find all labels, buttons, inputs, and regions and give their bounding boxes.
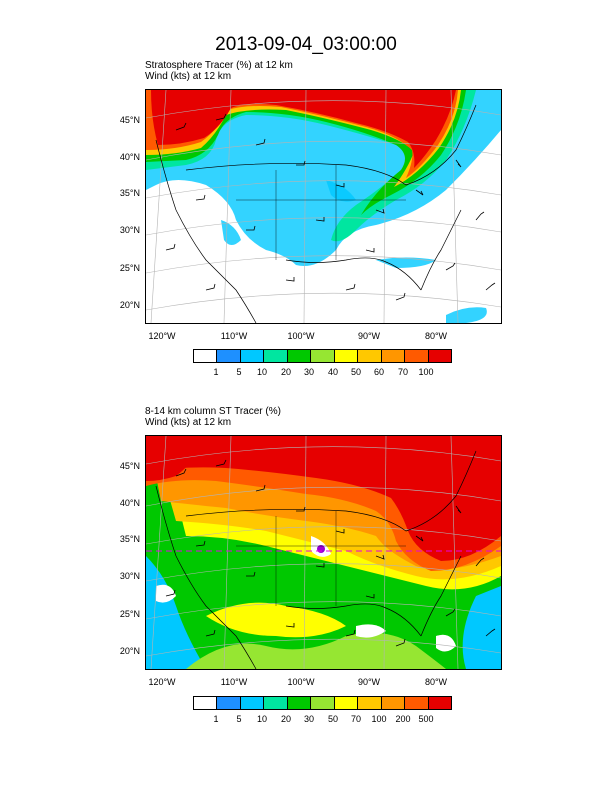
colorbar-label: 50 (327, 714, 338, 724)
lat-label: 30°N (119, 225, 140, 235)
colorbar-swatch (334, 697, 359, 709)
colorbar-label: 500 (418, 714, 434, 724)
colorbar-swatch (287, 697, 312, 709)
lon-label: 90°W (357, 331, 381, 341)
colorbar-label: 50 (350, 367, 361, 377)
colorbar-stratosphere-tracer (193, 349, 452, 363)
colorbar-swatch (405, 697, 429, 709)
lat-label: 40°N (119, 498, 140, 508)
colorbar-label: 5 (236, 714, 242, 724)
lat-label: 40°N (119, 152, 140, 162)
colorbar-swatch (405, 350, 429, 362)
colorbar-swatch (358, 350, 382, 362)
lat-label: 25°N (119, 609, 140, 619)
colorbar-swatch (217, 350, 241, 362)
colorbar-swatch (311, 697, 335, 709)
colorbar-swatch (358, 697, 382, 709)
colorbar-swatch (381, 697, 406, 709)
colorbar-swatch (194, 697, 218, 709)
lon-label: 100°W (287, 677, 315, 687)
colorbar-label: 30 (303, 367, 314, 377)
colorbar-swatch (428, 697, 451, 709)
panel1-subtitle: Wind (kts) at 12 km (145, 71, 232, 82)
panel2-title: 8-14 km column ST Tracer (%) (145, 406, 281, 417)
lon-label: 100°W (287, 331, 315, 341)
colorbar-swatch (428, 350, 451, 362)
colorbar-label: 10 (256, 714, 267, 724)
panel1-title: Stratosphere Tracer (%) at 12 km (145, 60, 293, 71)
colorbar-label: 20 (280, 367, 291, 377)
colorbar-label: 60 (373, 367, 384, 377)
lon-label: 110°W (220, 677, 248, 687)
map-panel-column-st-tracer (145, 435, 502, 670)
lon-label: 80°W (424, 331, 448, 341)
colorbar-label: 100 (371, 714, 387, 724)
colorbar-swatch (217, 697, 241, 709)
map-panel-stratosphere-tracer (145, 89, 502, 324)
colorbar-swatch (264, 697, 288, 709)
lat-label: 20°N (119, 646, 140, 656)
lat-label: 25°N (119, 263, 140, 273)
lat-label: 20°N (119, 300, 140, 310)
lon-label: 90°W (357, 677, 381, 687)
colorbar-label: 10 (256, 367, 267, 377)
panel2-subtitle: Wind (kts) at 12 km (145, 417, 232, 428)
colorbar-swatch (311, 350, 335, 362)
colorbar-label: 1 (213, 367, 219, 377)
colorbar-label: 20 (280, 714, 291, 724)
tracer-map-1 (146, 90, 501, 323)
figure-title: 2013-09-04_03:00:00 (215, 34, 397, 55)
tracer-map-2 (146, 436, 501, 669)
colorbar-label: 40 (327, 367, 338, 377)
lon-label: 80°W (424, 677, 448, 687)
colorbar-swatch (381, 350, 406, 362)
colorbar-column-st-tracer (193, 696, 452, 710)
colorbar-label: 100 (418, 367, 434, 377)
colorbar-label: 70 (350, 714, 361, 724)
colorbar-swatch (264, 350, 288, 362)
lat-label: 35°N (119, 188, 140, 198)
lon-label: 110°W (220, 331, 248, 341)
colorbar-label: 30 (303, 714, 314, 724)
colorbar-label: 200 (395, 714, 411, 724)
lat-label: 45°N (119, 461, 140, 471)
lat-label: 45°N (119, 115, 140, 125)
lon-label: 120°W (148, 331, 176, 341)
colorbar-swatch (194, 350, 218, 362)
colorbar-label: 1 (213, 714, 219, 724)
colorbar-label: 5 (236, 367, 242, 377)
lat-label: 30°N (119, 571, 140, 581)
colorbar-swatch (334, 350, 359, 362)
colorbar-swatch (240, 350, 265, 362)
colorbar-label: 70 (397, 367, 408, 377)
colorbar-swatch (287, 350, 312, 362)
lon-label: 120°W (148, 677, 176, 687)
colorbar-swatch (240, 697, 265, 709)
lat-label: 35°N (119, 534, 140, 544)
